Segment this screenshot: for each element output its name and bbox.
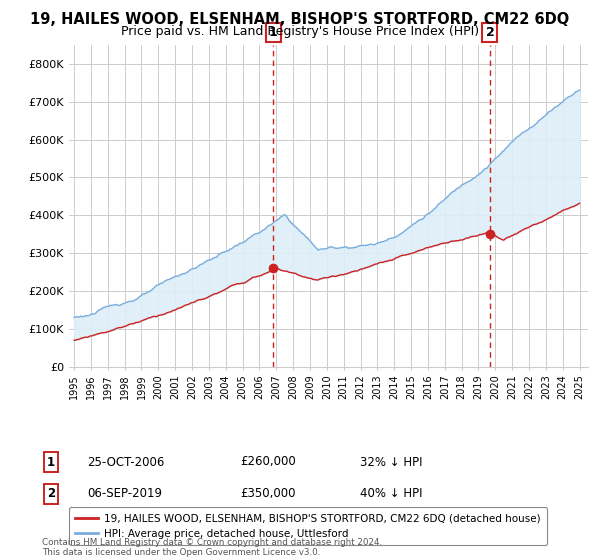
Text: £350,000: £350,000	[240, 487, 296, 501]
Text: 25-OCT-2006: 25-OCT-2006	[87, 455, 164, 469]
Text: Contains HM Land Registry data © Crown copyright and database right 2024.
This d: Contains HM Land Registry data © Crown c…	[42, 538, 382, 557]
Text: 40% ↓ HPI: 40% ↓ HPI	[360, 487, 422, 501]
Text: 2: 2	[485, 26, 494, 39]
Text: 19, HAILES WOOD, ELSENHAM, BISHOP'S STORTFORD, CM22 6DQ: 19, HAILES WOOD, ELSENHAM, BISHOP'S STOR…	[31, 12, 569, 27]
Text: 1: 1	[47, 455, 55, 469]
Text: £260,000: £260,000	[240, 455, 296, 469]
Text: 1: 1	[269, 26, 278, 39]
Text: 32% ↓ HPI: 32% ↓ HPI	[360, 455, 422, 469]
Text: 2: 2	[47, 487, 55, 501]
Text: Price paid vs. HM Land Registry's House Price Index (HPI): Price paid vs. HM Land Registry's House …	[121, 25, 479, 38]
Text: 06-SEP-2019: 06-SEP-2019	[87, 487, 162, 501]
Legend: 19, HAILES WOOD, ELSENHAM, BISHOP'S STORTFORD, CM22 6DQ (detached house), HPI: A: 19, HAILES WOOD, ELSENHAM, BISHOP'S STOR…	[69, 507, 547, 545]
